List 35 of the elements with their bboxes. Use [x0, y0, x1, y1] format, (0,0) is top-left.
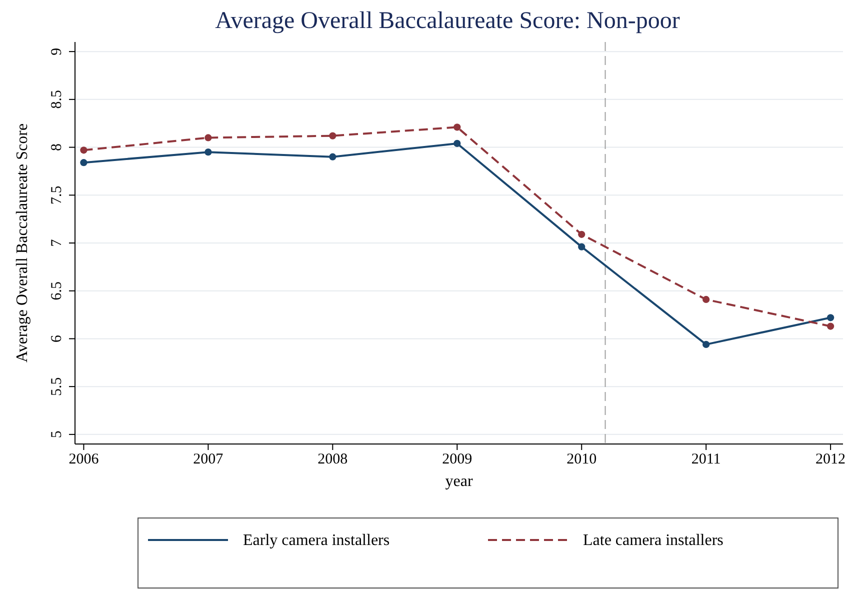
legend-label: Late camera installers [583, 532, 724, 549]
point [826, 314, 834, 322]
point [454, 124, 461, 131]
point [329, 132, 336, 140]
y-tick-label: 6.5 [49, 281, 65, 300]
point [578, 230, 586, 238]
point [454, 140, 461, 148]
y-tick-label: 5.5 [49, 377, 65, 396]
x-tick-label: 2007 [193, 452, 224, 468]
chart-title: Average Overall Baccalaureate Score: Non-poor [215, 8, 680, 34]
point [204, 134, 212, 142]
point [702, 296, 710, 304]
point [80, 159, 88, 166]
x-tick-label: 2006 [68, 452, 100, 468]
y-tick-label: 5 [49, 430, 65, 438]
point [826, 322, 834, 330]
x-axis-title: year [445, 473, 474, 490]
x-tick-label: 2012 [816, 452, 846, 468]
y-tick-label: 7.5 [49, 186, 65, 205]
point [702, 340, 710, 348]
x-tick-label: 2011 [691, 452, 721, 468]
point [204, 148, 212, 156]
y-tick-label: 7 [49, 238, 65, 247]
y-tick-label: 9 [49, 48, 65, 56]
x-tick-label: 2008 [318, 452, 348, 468]
y-axis-title: Average Overall Baccalaureate Score [14, 123, 31, 363]
point [329, 153, 336, 160]
point [578, 243, 586, 250]
y-tick-label: 6 [49, 334, 65, 342]
x-tick-label: 2010 [566, 452, 597, 468]
x-tick-label: 2009 [442, 452, 472, 468]
y-tick-label: 8 [49, 144, 65, 152]
point [80, 146, 88, 154]
legend-label: Early camera installers [243, 532, 390, 549]
y-tick-label: 8.5 [49, 90, 65, 109]
